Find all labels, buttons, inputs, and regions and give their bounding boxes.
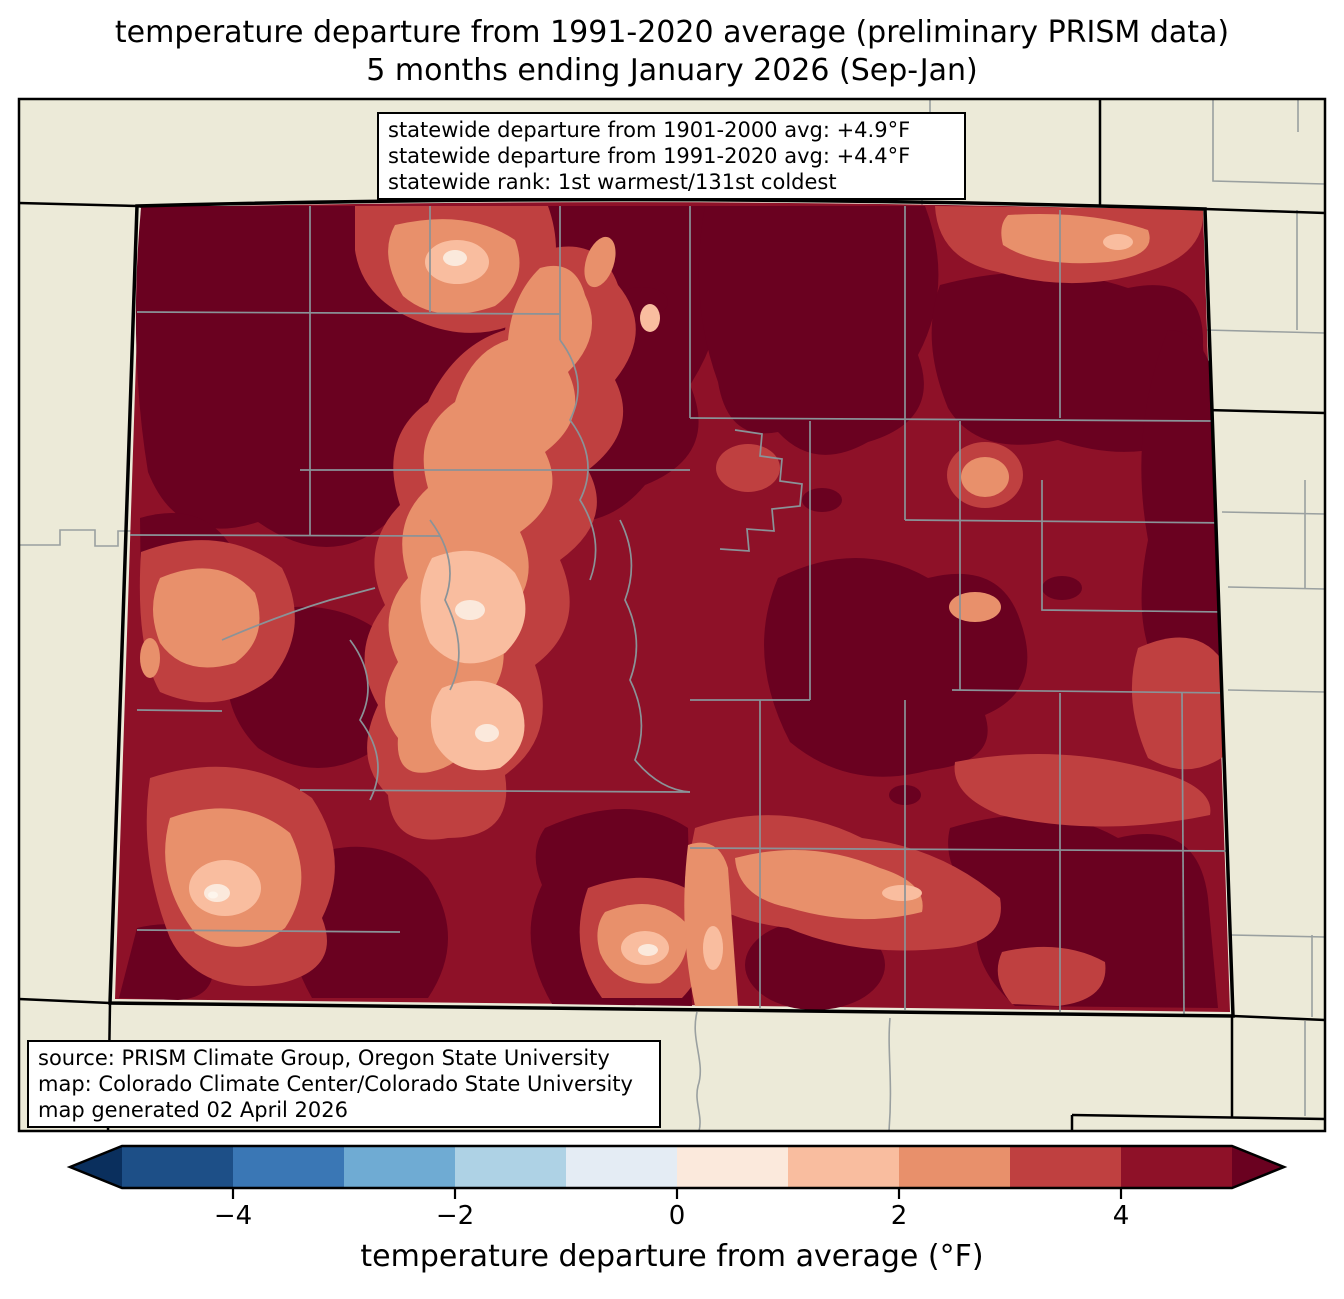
colorbar-tick-label: −4 <box>213 1201 253 1231</box>
county-line <box>1230 934 1326 938</box>
county-line <box>951 689 1229 694</box>
source-attribution-box: source: PRISM Climate Group, Oregon Stat… <box>27 1040 661 1128</box>
colorbar-segment <box>1010 1146 1121 1188</box>
colorbar-ticks <box>231 1188 1123 1199</box>
state-border-line <box>1071 1113 1326 1121</box>
county-line <box>1205 329 1326 334</box>
county-line <box>136 929 401 933</box>
colorbar-segment <box>677 1146 788 1188</box>
temp-region-blob <box>949 592 1001 622</box>
axes-frame <box>17 97 1327 1133</box>
county-line <box>1212 99 1326 185</box>
county-line <box>429 519 460 691</box>
colorado-county-lines <box>129 206 1233 1015</box>
figure-title: temperature departure from 1991-2020 ave… <box>0 14 1344 90</box>
temp-region-blob <box>430 680 525 771</box>
colorbar <box>66 1144 1288 1199</box>
stats-line-1901-2000: statewide departure from 1901-2000 avg: … <box>388 118 911 142</box>
temp-region-blob <box>584 236 616 288</box>
county-line <box>689 417 1213 422</box>
county-line <box>559 339 597 581</box>
state-border-line <box>18 201 138 208</box>
temp-region-blob <box>1001 214 1150 264</box>
title-line-2: 5 months ending January 2026 (Sep-Jan) <box>366 53 978 88</box>
county-line <box>619 519 691 793</box>
statewide-stats-box: statewide departure from 1901-2000 avg: … <box>377 112 966 200</box>
colorbar-tick-label: −2 <box>435 1201 475 1231</box>
colorbar-axis-label: temperature departure from average (°F) <box>360 1239 984 1274</box>
colorbar-segment <box>455 1146 566 1188</box>
stats-line-1991-2020: statewide departure from 1991-2020 avg: … <box>388 144 911 168</box>
county-line <box>1227 586 1326 590</box>
stats-line-rank: statewide rank: 1st warmest/131st coldes… <box>388 170 837 194</box>
colorbar-tick-label: 2 <box>890 1201 908 1231</box>
temp-region-blob <box>931 272 1208 452</box>
temp-region-blob <box>997 946 1106 1006</box>
county-line <box>221 587 376 641</box>
temp-region-blob <box>208 891 218 899</box>
county-line <box>689 847 1233 852</box>
county-line <box>299 789 691 793</box>
source-line: source: PRISM Climate Group, Oregon Stat… <box>38 1046 610 1070</box>
county-line <box>1227 689 1326 693</box>
temp-region-blob <box>140 638 160 678</box>
prism-temperature-fill <box>115 202 1233 1015</box>
temp-region-blob <box>443 250 467 266</box>
colorbar-segment <box>233 1146 344 1188</box>
title-line-1: temperature departure from 1991-2020 ave… <box>114 15 1230 50</box>
state-border-line <box>1232 1014 1326 1022</box>
colorbar-outline <box>66 1144 1288 1190</box>
county-line <box>129 534 441 537</box>
state-border-line <box>18 997 111 1005</box>
temp-region-blob <box>153 568 260 668</box>
colorbar-segment <box>788 1146 899 1188</box>
temp-bin-0-1 <box>204 250 658 956</box>
temp-region-blob <box>638 944 658 956</box>
county-line <box>888 1017 892 1132</box>
temp-region-blob <box>698 206 939 455</box>
state-border-line <box>1204 207 1326 215</box>
temp-region-blob <box>640 304 660 332</box>
colorbar-under-arrow <box>70 1146 122 1188</box>
temp-region-blob <box>684 842 738 1006</box>
state-border-line <box>1206 408 1326 415</box>
temp-region-blob <box>1103 234 1133 250</box>
temp-region-blob <box>455 600 485 620</box>
colorbar-segment <box>122 1146 233 1188</box>
temp-region-blob <box>716 444 780 492</box>
county-line <box>349 639 379 801</box>
temp-region-blob <box>1042 576 1082 600</box>
generated-date-line: map generated 02 April 2026 <box>38 1098 348 1122</box>
temp-region-blob <box>1131 637 1226 770</box>
temp-region-blob <box>882 885 922 901</box>
county-line <box>694 1011 702 1132</box>
county-line <box>1221 511 1326 515</box>
temp-region-blob <box>961 457 1009 497</box>
temp-region-blob <box>703 926 723 970</box>
county-line <box>1041 480 1229 613</box>
county-line <box>1181 692 1185 1015</box>
colorbar-tick-label: 0 <box>668 1201 686 1231</box>
colorbar-tick-label: 4 <box>1112 1201 1130 1231</box>
colorbar-segment <box>899 1146 1010 1188</box>
map-credit-line: map: Colorado Climate Center/Colorado St… <box>38 1072 633 1096</box>
temp-region-blob <box>954 754 1211 827</box>
colorbar-segment <box>344 1146 455 1188</box>
county-line <box>719 429 803 552</box>
colorbar-over-arrow <box>1232 1146 1284 1188</box>
temp-region-blob <box>802 488 842 512</box>
temp-region-blob <box>735 850 923 920</box>
county-line <box>136 311 561 315</box>
colorbar-segment <box>566 1146 677 1188</box>
colorbar-segment <box>1121 1146 1232 1188</box>
county-line <box>136 709 223 712</box>
temp-region-blob <box>475 724 499 742</box>
